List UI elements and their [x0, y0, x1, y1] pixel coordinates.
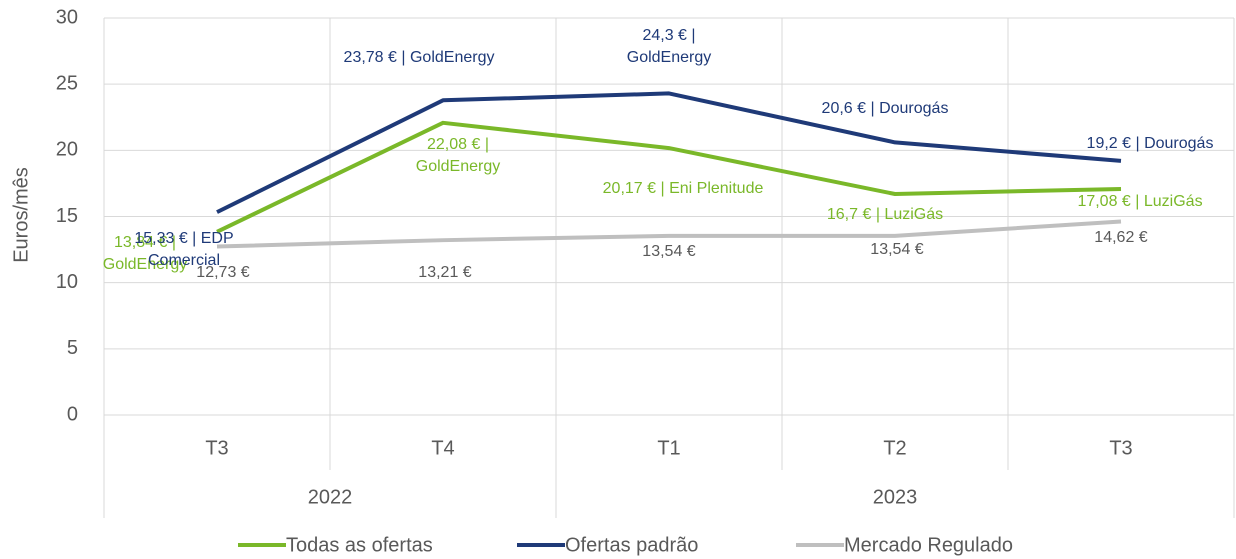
- y-tick-label: 20: [56, 139, 78, 161]
- data-label: 24,3 € | GoldEnergy: [626, 27, 712, 67]
- data-label: 22,08 € | GoldEnergy: [415, 135, 501, 175]
- legend-label: Mercado Regulado: [844, 534, 1013, 556]
- data-label: 13,54 €: [870, 240, 924, 258]
- data-label: 13,21 €: [418, 264, 472, 282]
- y-axis-label: Euros/mês: [10, 167, 32, 263]
- data-label: 23,78 € | GoldEnergy: [343, 49, 495, 67]
- data-label: 13,54 €: [642, 242, 696, 260]
- data-label: 12,73 €: [196, 263, 250, 281]
- data-label: 16,7 € | LuziGás: [826, 206, 944, 223]
- legend-label: Todas as ofertas: [286, 534, 433, 556]
- data-label: 15,33 € | EDP Comercial: [134, 230, 234, 270]
- x-tick-label: T4: [431, 437, 454, 459]
- series-line: [216, 219, 1122, 249]
- x-tick-label: T1: [657, 437, 680, 459]
- data-label: 19,2 € | Dourogás: [1086, 134, 1214, 152]
- legend-label: Ofertas padrão: [565, 534, 698, 556]
- data-label: 20,17 € | Eni Plenitude: [602, 180, 764, 198]
- data-label: 13,84 € | GoldEnergy: [102, 233, 188, 273]
- x-tick-label: T2: [883, 437, 906, 459]
- y-tick-label: 30: [56, 6, 78, 28]
- series-line: [216, 91, 1122, 214]
- x-tick-label: T3: [205, 437, 228, 459]
- data-label: 14,62 €: [1094, 228, 1148, 246]
- data-label: 17,08 € | LuziGás: [1077, 192, 1203, 210]
- data-label: 20,6 € | Dourogás: [821, 100, 949, 118]
- year-label: 2023: [873, 486, 918, 508]
- y-tick-label: 25: [56, 72, 78, 94]
- y-tick-label: 0: [67, 403, 78, 425]
- y-tick-label: 5: [67, 337, 78, 359]
- y-tick-label: 15: [56, 205, 78, 227]
- x-tick-label: T3: [1109, 437, 1132, 459]
- y-tick-label: 10: [56, 271, 78, 293]
- year-label: 2022: [308, 486, 353, 508]
- series-line: [216, 120, 1122, 234]
